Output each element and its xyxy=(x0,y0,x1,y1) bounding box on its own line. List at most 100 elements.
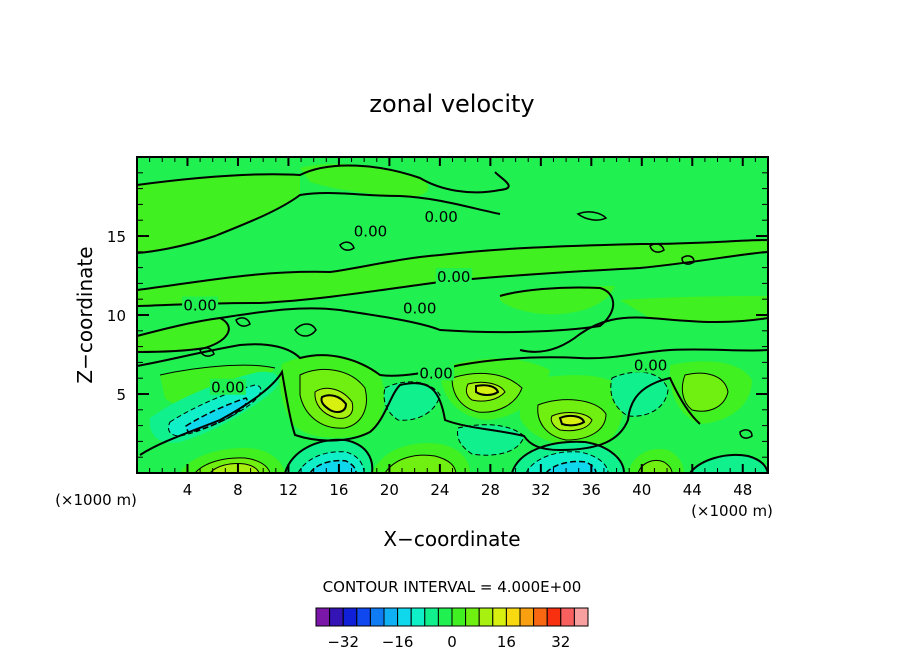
contour-label-5: 0.00 xyxy=(419,364,452,382)
x-tick-label-9: 40 xyxy=(632,481,651,499)
contour-label-bg-4 xyxy=(401,299,438,316)
region-pos8-d xyxy=(682,373,728,412)
colorbar-tick-label-0: −32 xyxy=(327,633,359,651)
zero-contour-7 xyxy=(519,316,768,353)
contour-neg-8-b xyxy=(309,459,357,473)
colorbar-swatch-7 xyxy=(410,607,426,627)
contour-interval-text: CONTOUR INTERVAL = 4.000E+00 xyxy=(323,578,582,596)
contour-pos-8-c xyxy=(550,412,593,432)
region-pos8-bottom-b xyxy=(385,455,456,473)
colorbar-swatch-0 xyxy=(315,607,331,627)
colorbar-swatch-5 xyxy=(383,607,399,627)
zero-contour-2 xyxy=(137,192,501,254)
contour-pos-4-d xyxy=(681,372,729,412)
zero-contour-1 xyxy=(137,164,510,194)
contour-pos-8-a xyxy=(314,387,354,419)
zero-contour-9 xyxy=(139,369,701,456)
colorbar-swatch-18 xyxy=(560,607,575,627)
colorbar-swatch-1 xyxy=(329,607,344,627)
small-features xyxy=(199,211,753,439)
colorbar-swatch-19 xyxy=(573,607,589,627)
colorbar-swatch-9 xyxy=(437,607,453,627)
region-pos16-c xyxy=(560,415,584,426)
contour-label-6: 0.00 xyxy=(211,379,244,397)
x-tick-label-4: 20 xyxy=(380,481,399,499)
small-feature-5 xyxy=(235,317,251,327)
contour-neg-8-c xyxy=(545,460,597,473)
small-feature-1 xyxy=(576,211,608,221)
contour-pos-12-c xyxy=(558,414,586,427)
contour-label-bg-6 xyxy=(209,378,246,395)
contour-pos-4-a xyxy=(299,368,367,429)
colorbar-tick-label-1: −16 xyxy=(382,633,414,651)
x-unit-label: (×1000 m) xyxy=(55,491,137,509)
contour-labels: 0.000.000.000.000.000.000.000.00 xyxy=(182,208,669,397)
zero-contour-11 xyxy=(511,440,625,473)
small-feature-6 xyxy=(199,347,215,357)
region-pos4-right-band xyxy=(620,296,768,323)
colorbar: −32 −16 0 16 32 xyxy=(315,607,589,651)
colorbar-swatch-11 xyxy=(465,607,480,627)
x-tick-label-6: 28 xyxy=(481,481,500,499)
colorbar-swatch-3 xyxy=(356,607,371,627)
y-tick-label-2: 15 xyxy=(107,228,126,246)
contour-neg-4-d xyxy=(383,381,441,421)
chart-title: zonal velocity xyxy=(369,90,534,118)
region-pos4-left xyxy=(137,318,229,352)
contour-neg-8-a xyxy=(185,397,248,433)
contour-pos-4-h xyxy=(637,459,673,473)
zero-contour-10 xyxy=(284,438,374,473)
contour-pos-4-b xyxy=(451,372,523,413)
contour-label-2: 0.00 xyxy=(183,297,216,315)
x-axis-title: X−coordinate xyxy=(383,527,520,551)
colorbar-swatch-17 xyxy=(546,607,562,627)
contour-label-bg-0 xyxy=(352,222,389,239)
x-unit-label-right: (×1000 m) xyxy=(691,502,773,520)
contour-pos-12-a xyxy=(320,394,348,413)
x-tick-label-10: 44 xyxy=(683,481,702,499)
contour-pos-8-d xyxy=(209,463,260,473)
region-pos4-mid-right xyxy=(500,286,615,315)
region-neg4-bottom-c xyxy=(690,454,768,473)
x-tick-label-7: 32 xyxy=(531,481,550,499)
region-neg4-mid xyxy=(384,381,440,421)
contour-pos-4-c xyxy=(537,399,607,441)
colorbar-swatch-10 xyxy=(451,607,467,627)
contour-label-bg-7 xyxy=(632,356,669,373)
y-tick-label-1: 10 xyxy=(107,307,126,325)
colorbar-swatch-8 xyxy=(424,607,439,627)
region-pos4-upper-right xyxy=(300,163,429,197)
small-feature-2 xyxy=(649,243,665,253)
contour-pos-4-g xyxy=(384,454,457,473)
colorbar-swatch-4 xyxy=(369,607,385,627)
contour-label-bg-1 xyxy=(423,208,460,225)
x-tick-label-5: 24 xyxy=(430,481,449,499)
x-tick-label-8: 36 xyxy=(582,481,601,499)
zero-contour-3 xyxy=(137,239,768,291)
contour-pos-8-b xyxy=(465,381,506,402)
x-tick-label-3: 16 xyxy=(329,481,348,499)
x-tick-label-2: 12 xyxy=(279,481,298,499)
contour-label-bg-5 xyxy=(418,364,455,381)
y-axis-title: Z−coordinate xyxy=(73,246,97,383)
contour-pos-12-b xyxy=(475,384,500,396)
contour-label-1: 0.00 xyxy=(424,208,457,226)
positive-peak-contours xyxy=(320,384,586,427)
contour-neg-4-f xyxy=(457,424,525,456)
colorbar-swatch-14 xyxy=(505,607,521,627)
x-tick-label-11: 48 xyxy=(733,481,752,499)
colorbar-tick-label-2: 0 xyxy=(447,633,457,651)
region-neg12-left xyxy=(186,398,248,432)
contour-label-7: 0.00 xyxy=(634,357,667,375)
small-feature-7 xyxy=(681,255,695,265)
colorbar-swatch-16 xyxy=(533,607,548,627)
y-tick-label-0: 5 xyxy=(116,386,126,404)
region-pos4-upper xyxy=(137,174,300,253)
negative-core-contours xyxy=(185,397,597,473)
colorbar-swatch-6 xyxy=(397,607,412,627)
colorbar-swatch-15 xyxy=(519,607,535,627)
contour-label-4: 0.00 xyxy=(403,300,436,318)
contour-pos-4-e xyxy=(159,364,276,376)
